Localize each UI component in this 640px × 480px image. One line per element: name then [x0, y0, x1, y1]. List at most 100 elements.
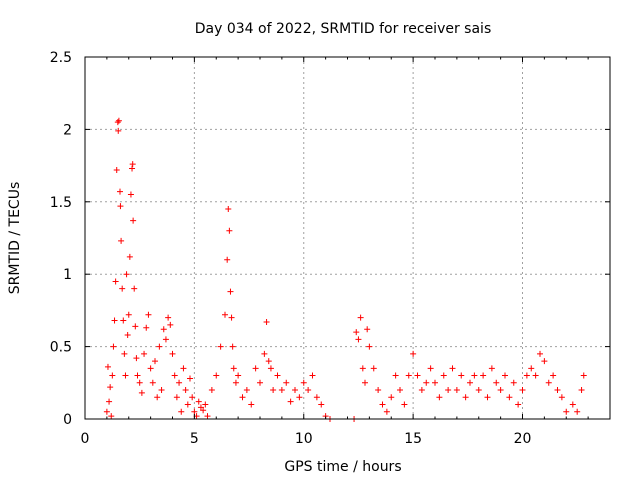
data-point — [126, 253, 133, 260]
data-point — [458, 372, 465, 379]
data-point — [569, 401, 576, 408]
data-point — [108, 413, 115, 420]
data-point — [195, 398, 202, 405]
y-tick-label: 1.5 — [50, 195, 72, 211]
x-tick-label: 10 — [295, 431, 313, 447]
data-point — [388, 394, 395, 401]
data-point — [121, 350, 128, 357]
data-point — [263, 318, 270, 325]
data-point — [171, 372, 178, 379]
data-point — [510, 379, 517, 386]
data-point — [184, 401, 191, 408]
data-point — [574, 408, 581, 415]
data-point — [134, 372, 141, 379]
data-point — [131, 285, 138, 292]
data-point — [493, 379, 500, 386]
data-point — [488, 365, 495, 372]
data-point — [265, 358, 272, 365]
data-point — [117, 203, 124, 210]
data-point — [278, 387, 285, 394]
y-tick-label: 1 — [63, 267, 72, 283]
data-point — [114, 119, 121, 126]
data-point — [274, 372, 281, 379]
data-point — [353, 329, 360, 336]
data-point — [182, 387, 189, 394]
x-axis-label: GPS time / hours — [284, 459, 401, 475]
data-point — [130, 217, 137, 224]
data-point — [122, 372, 129, 379]
data-point — [158, 387, 165, 394]
data-point — [414, 372, 421, 379]
data-point — [436, 394, 443, 401]
data-point — [225, 206, 232, 213]
data-point — [392, 372, 399, 379]
data-point — [283, 379, 290, 386]
data-point — [261, 350, 268, 357]
grid — [85, 57, 610, 419]
data-point — [136, 379, 143, 386]
data-point — [118, 237, 125, 244]
data-point — [445, 387, 452, 394]
data-point — [532, 372, 539, 379]
data-point — [537, 350, 543, 357]
data-point — [227, 288, 234, 295]
data-point — [217, 343, 224, 350]
data-point — [248, 401, 255, 408]
data-point — [228, 314, 235, 321]
data-point — [475, 387, 482, 394]
data-point — [204, 413, 211, 420]
data-point — [167, 321, 174, 328]
data-point — [497, 387, 504, 394]
data-point — [480, 372, 487, 379]
data-point — [296, 394, 303, 401]
data-point — [300, 379, 307, 386]
data-point — [305, 387, 312, 394]
data-point — [355, 336, 362, 343]
data-point — [357, 314, 364, 321]
data-point — [129, 161, 136, 168]
data-point — [147, 365, 154, 372]
x-tick-label: 0 — [81, 431, 90, 447]
data-point — [401, 401, 408, 408]
data-points — [103, 117, 587, 422]
data-point — [165, 314, 172, 321]
data-point — [515, 401, 522, 408]
data-point — [119, 285, 126, 292]
x-tick-label: 20 — [514, 431, 532, 447]
data-point — [117, 188, 123, 195]
data-point — [427, 365, 434, 372]
data-point — [230, 365, 237, 372]
data-point — [563, 408, 570, 415]
data-point — [502, 372, 508, 379]
data-point — [418, 387, 425, 394]
data-point — [208, 387, 215, 394]
data-point — [471, 372, 478, 379]
data-point — [554, 387, 561, 394]
data-point — [224, 256, 231, 263]
data-point — [366, 343, 373, 350]
data-point — [169, 350, 176, 357]
data-point — [200, 407, 207, 414]
data-point — [213, 372, 220, 379]
data-point — [103, 408, 110, 415]
data-point — [107, 384, 114, 391]
data-point — [110, 343, 117, 350]
data-point — [138, 389, 145, 396]
data-point — [232, 379, 239, 386]
data-point — [545, 379, 552, 386]
data-point — [528, 365, 535, 372]
data-point — [173, 394, 180, 401]
data-point — [578, 387, 585, 394]
data-point — [120, 317, 127, 324]
data-point — [180, 365, 187, 372]
data-point — [467, 379, 473, 386]
data-point — [287, 398, 294, 405]
data-point — [359, 365, 366, 372]
data-point — [383, 408, 390, 415]
data-point — [432, 379, 438, 386]
data-point — [226, 227, 233, 234]
data-point — [154, 394, 161, 401]
data-point — [484, 394, 491, 401]
data-point — [229, 343, 236, 350]
